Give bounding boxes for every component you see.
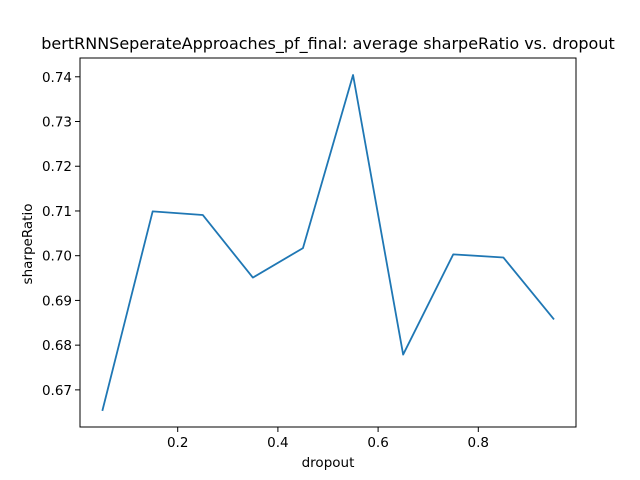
y-tick-label: 0.69	[42, 293, 72, 309]
plot-frame	[79, 57, 577, 428]
y-tick-label: 0.71	[42, 204, 72, 220]
x-axis-label: dropout	[302, 455, 355, 471]
x-tick-label: 0.6	[367, 435, 388, 451]
x-tick-label: 0.8	[468, 435, 489, 451]
y-tick-label: 0.74	[42, 70, 72, 86]
chart-title: bertRNNSeperateApproaches_pf_final: aver…	[41, 34, 614, 54]
y-axis-ticks: 0.67 0.68 0.69 0.70 0.71 0.72 0.73 0.74	[42, 70, 80, 399]
x-tick-label: 0.2	[167, 435, 188, 451]
y-tick-label: 0.72	[42, 159, 72, 175]
y-tick-label: 0.67	[42, 383, 72, 399]
x-axis-ticks: 0.2 0.4 0.6 0.8	[167, 427, 489, 451]
series-line	[101, 74, 555, 412]
y-axis-label: sharpeRatio	[20, 204, 36, 285]
y-tick-label: 0.73	[42, 115, 72, 131]
y-tick-label: 0.70	[42, 249, 72, 265]
y-tick-label: 0.68	[42, 338, 72, 354]
x-tick-label: 0.4	[267, 435, 288, 451]
series-layer	[101, 74, 555, 412]
